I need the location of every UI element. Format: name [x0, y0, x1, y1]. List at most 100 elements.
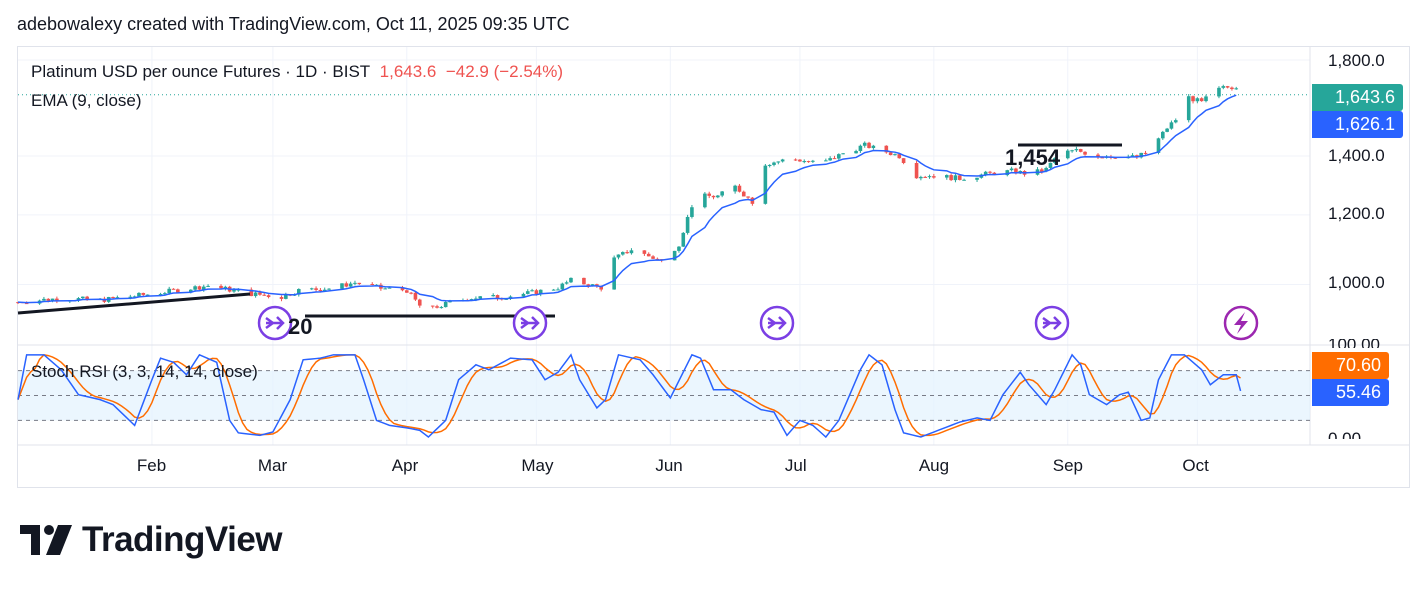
- candle-body: [1199, 98, 1204, 102]
- candle-body: [1234, 88, 1239, 90]
- candle-body: [962, 179, 966, 181]
- candle-body: [811, 160, 815, 162]
- event-arrow-icon[interactable]: [1034, 305, 1070, 341]
- candle-body: [1143, 152, 1148, 154]
- candle-body: [871, 145, 876, 149]
- candle-body: [409, 292, 413, 294]
- tradingview-logo[interactable]: TradingView: [20, 520, 283, 560]
- candle-body: [625, 252, 629, 254]
- candle-body: [266, 295, 271, 298]
- price-tick: 1,000.0: [1328, 273, 1385, 292]
- candle-body: [206, 285, 210, 287]
- candle-body: [176, 289, 180, 293]
- candle-body: [46, 298, 51, 301]
- month-label: May: [521, 456, 554, 475]
- candle-body: [318, 289, 323, 292]
- candle-body: [828, 158, 832, 161]
- candle-body: [1053, 158, 1057, 163]
- candle-body: [236, 289, 241, 291]
- candle-body: [258, 292, 262, 295]
- candle-body: [1040, 169, 1044, 172]
- candle-body: [1044, 167, 1048, 172]
- month-label: Mar: [257, 456, 288, 475]
- stoch-tick: 0.00: [1328, 429, 1362, 439]
- candle-body: [262, 294, 267, 296]
- stoch-tick: 100.00: [1328, 339, 1380, 348]
- candle-body: [949, 175, 953, 181]
- candle-body: [357, 282, 362, 285]
- candle-body: [1096, 154, 1100, 158]
- candle-body: [443, 301, 448, 308]
- candle-body: [677, 246, 681, 251]
- candle-body: [249, 289, 254, 297]
- stoch-k-tag: 55.46: [1312, 379, 1389, 406]
- candle-body: [1165, 128, 1169, 132]
- candle-body: [413, 292, 418, 300]
- candle-body: [525, 291, 530, 294]
- candle-body: [387, 287, 392, 289]
- candle-body: [1130, 155, 1135, 157]
- chart-frame[interactable]: [17, 46, 1410, 488]
- candle-body: [737, 185, 742, 192]
- candle-body: [1221, 86, 1226, 88]
- candle-body: [1009, 168, 1014, 171]
- price-tag: 1,643.6: [1312, 84, 1403, 111]
- candle-body: [430, 305, 435, 307]
- event-arrow-icon[interactable]: [759, 305, 795, 341]
- candle-body: [491, 295, 495, 297]
- month-label: Feb: [136, 456, 167, 475]
- event-lightning-icon[interactable]: [1223, 305, 1259, 341]
- legend-symbol-row: Platinum USD per ounce Futures · 1D · BI…: [31, 62, 563, 82]
- price-tick: 1,400.0: [1328, 146, 1385, 165]
- candle-body: [405, 290, 409, 293]
- candle-body: [1195, 98, 1200, 102]
- candle-body: [858, 145, 863, 152]
- candle-body: [672, 250, 677, 261]
- candle-body: [232, 289, 236, 292]
- candle-body: [837, 154, 841, 159]
- candle-body: [1217, 87, 1221, 97]
- candle-body: [50, 298, 55, 301]
- candle-body: [901, 158, 906, 164]
- candle-body: [824, 160, 828, 162]
- candle-body: [867, 142, 871, 149]
- candle-body: [284, 294, 288, 299]
- candle-body: [115, 297, 120, 299]
- candle-body: [132, 296, 137, 298]
- candle-body: [128, 296, 133, 298]
- candle-body: [884, 145, 889, 153]
- level-label: 1,454: [1005, 145, 1061, 170]
- candle-body: [746, 196, 750, 198]
- candle-body: [651, 256, 655, 259]
- candle-body: [193, 286, 197, 290]
- legend-ema[interactable]: EMA (9, close): [31, 91, 142, 110]
- event-arrow-icon[interactable]: [512, 305, 548, 341]
- candle-body: [919, 176, 923, 179]
- event-arrow-icon[interactable]: [257, 305, 293, 341]
- legend-symbol[interactable]: Platinum USD per ounce Futures · 1D · BI…: [31, 62, 371, 81]
- candle-body: [569, 277, 573, 283]
- candle-body: [530, 290, 534, 292]
- candle-body: [957, 175, 962, 180]
- legend-stoch-rsi[interactable]: Stoch RSI (3, 3, 14, 14, close): [31, 362, 258, 381]
- candle-body: [167, 288, 171, 294]
- candle-body: [595, 284, 599, 286]
- candle-body: [772, 162, 776, 165]
- candle-body: [534, 290, 539, 295]
- candle-body: [586, 284, 591, 287]
- candle-body: [707, 193, 711, 196]
- candle-body: [400, 287, 405, 291]
- candle-body: [802, 161, 807, 163]
- candle-body: [932, 176, 936, 178]
- stoch-k-line: [17, 353, 1242, 439]
- month-label: Jul: [784, 456, 807, 475]
- candle-body: [1186, 96, 1191, 121]
- tradingview-logo-text: TradingView: [82, 520, 283, 559]
- candle-body: [893, 154, 897, 156]
- candle-body: [720, 191, 724, 196]
- candle-body: [1230, 87, 1234, 90]
- candle-body: [353, 282, 357, 284]
- candle-body: [344, 283, 349, 287]
- candle-body: [733, 185, 737, 192]
